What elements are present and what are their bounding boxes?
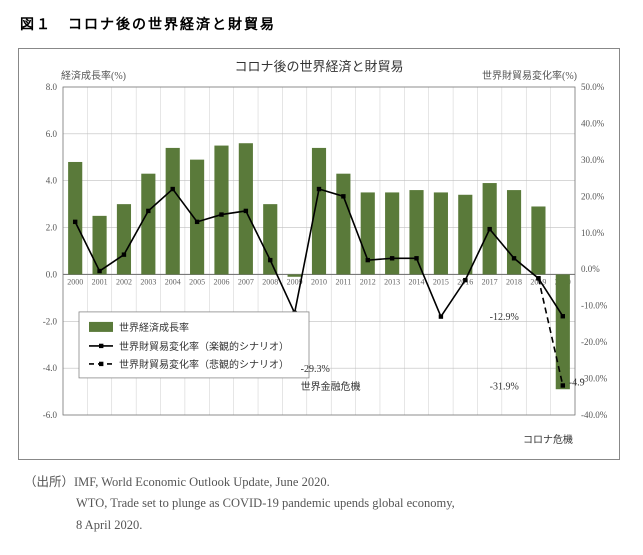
bar-2015: [434, 192, 448, 274]
svg-text:2003: 2003: [140, 277, 156, 286]
svg-text:2010: 2010: [311, 277, 327, 286]
annot-covid-opt: -12.9%: [490, 312, 519, 323]
left-axis-label: 経済成長率(%): [61, 69, 126, 82]
svg-text:世界経済成長率: 世界経済成長率: [119, 321, 189, 334]
figure-label: 図１ コロナ後の世界経済と財貿易: [20, 14, 621, 34]
annot-gfc-label: 世界金融危機: [301, 380, 361, 393]
svg-text:2012: 2012: [360, 277, 376, 286]
chart-svg: 8.0 6.0 4.0 2.0 0.0 -2.0 -4.0 -6.0 50.0% 40.0% 30.…: [19, 49, 619, 459]
bar-2020: [556, 274, 570, 389]
bar-2004: [166, 148, 180, 275]
annot-covid-bar: -4.9: [569, 377, 585, 388]
svg-text:世界財貿易変化率（楽観的シナリオ）: 世界財貿易変化率（楽観的シナリオ）: [119, 340, 289, 353]
svg-text:2007: 2007: [238, 277, 254, 286]
bar-2019: [531, 206, 545, 274]
bar-2014: [409, 190, 423, 274]
bar-2008: [263, 204, 277, 274]
svg-text:-10.0%: -10.0%: [581, 301, 608, 311]
svg-text:8.0: 8.0: [46, 82, 58, 92]
svg-text:2013: 2013: [384, 277, 400, 286]
bar-2002: [117, 204, 131, 274]
svg-text:2000: 2000: [67, 277, 83, 286]
source-line-1: （出所）IMF, World Economic Outlook Update, …: [24, 475, 330, 489]
svg-text:2006: 2006: [213, 277, 229, 286]
svg-text:6.0: 6.0: [46, 129, 58, 139]
svg-text:30.0%: 30.0%: [581, 155, 605, 165]
svg-text:2014: 2014: [409, 277, 425, 286]
svg-text:40.0%: 40.0%: [581, 118, 605, 128]
source-line-3: 8 April 2020.: [24, 515, 621, 536]
svg-text:50.0%: 50.0%: [581, 82, 605, 92]
svg-text:2008: 2008: [262, 277, 278, 286]
svg-text:2011: 2011: [336, 277, 352, 286]
svg-text:4.0: 4.0: [46, 176, 58, 186]
svg-text:0.0: 0.0: [46, 269, 58, 279]
annot-covid-label: コロナ危機: [523, 433, 573, 446]
annot-covid-pes: -31.9%: [490, 381, 519, 392]
source-block: （出所）IMF, World Economic Outlook Update, …: [18, 472, 621, 536]
svg-text:20.0%: 20.0%: [581, 191, 605, 201]
svg-text:10.0%: 10.0%: [581, 228, 605, 238]
svg-text:2018: 2018: [506, 277, 522, 286]
chart-container: 8.0 6.0 4.0 2.0 0.0 -2.0 -4.0 -6.0 50.0% 40.0% 30.…: [18, 48, 620, 460]
svg-text:世界財貿易変化率（悲観的シナリオ）: 世界財貿易変化率（悲観的シナリオ）: [119, 358, 289, 371]
svg-text:2004: 2004: [165, 277, 181, 286]
svg-text:2017: 2017: [482, 277, 498, 286]
svg-text:0.0%: 0.0%: [581, 264, 600, 274]
svg-text:2005: 2005: [189, 277, 205, 286]
bar-2013: [385, 192, 399, 274]
right-axis-label: 世界財貿易変化率(%): [482, 69, 577, 82]
svg-text:-20.0%: -20.0%: [581, 337, 608, 347]
annot-gfc-value: -29.3%: [301, 364, 330, 375]
bar-2011: [336, 174, 350, 275]
source-line-2: WTO, Trade set to plunge as COVID-19 pan…: [24, 493, 621, 514]
svg-text:-6.0: -6.0: [43, 410, 58, 420]
svg-text:2015: 2015: [433, 277, 449, 286]
bar-2000: [68, 162, 82, 274]
svg-text:-2.0: -2.0: [43, 316, 58, 326]
svg-text:-4.0: -4.0: [43, 363, 58, 373]
bar-2016: [458, 195, 472, 275]
bar-2001: [93, 216, 107, 275]
bar-2005: [190, 160, 204, 275]
svg-text:2001: 2001: [92, 277, 108, 286]
svg-text:2.0: 2.0: [46, 223, 58, 233]
svg-text:-40.0%: -40.0%: [581, 410, 608, 420]
bar-2006: [214, 146, 228, 275]
bar-2009: [288, 274, 302, 276]
chart-title: コロナ後の世界経済と財貿易: [234, 59, 403, 74]
svg-text:2002: 2002: [116, 277, 132, 286]
bar-2003: [141, 174, 155, 275]
svg-text:-30.0%: -30.0%: [581, 374, 608, 384]
